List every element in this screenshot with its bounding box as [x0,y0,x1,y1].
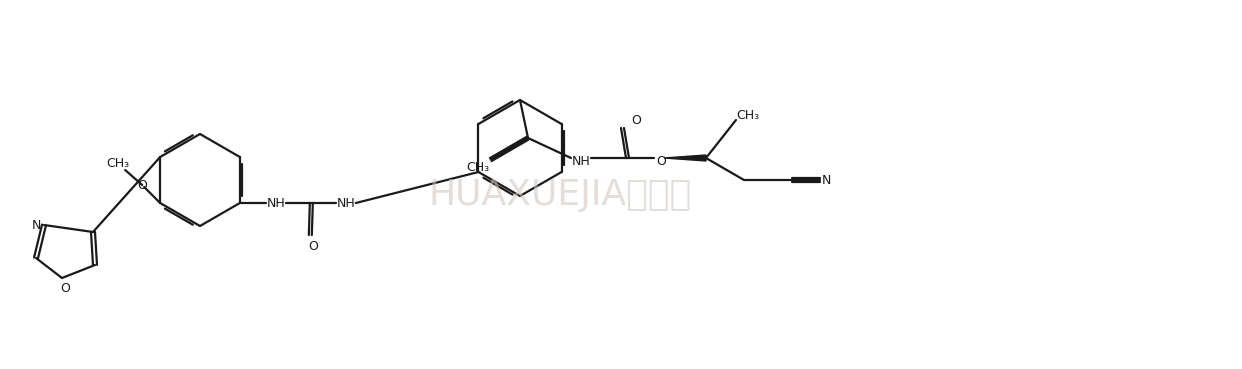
Text: NH: NH [267,197,286,210]
Text: O: O [656,155,666,168]
Text: CH₃: CH₃ [467,161,489,173]
Text: O: O [137,179,147,192]
Text: NH: NH [571,155,590,168]
Polygon shape [664,155,705,161]
Text: CH₃: CH₃ [737,108,760,121]
Text: HUAXUEJIA化学加: HUAXUEJIA化学加 [428,178,692,212]
Text: N: N [821,173,831,186]
Text: N: N [31,218,41,231]
Text: O: O [631,114,641,127]
Text: CH₃: CH₃ [107,156,129,169]
Text: NH: NH [337,197,355,210]
Text: O: O [308,239,318,252]
Text: O: O [60,283,70,296]
